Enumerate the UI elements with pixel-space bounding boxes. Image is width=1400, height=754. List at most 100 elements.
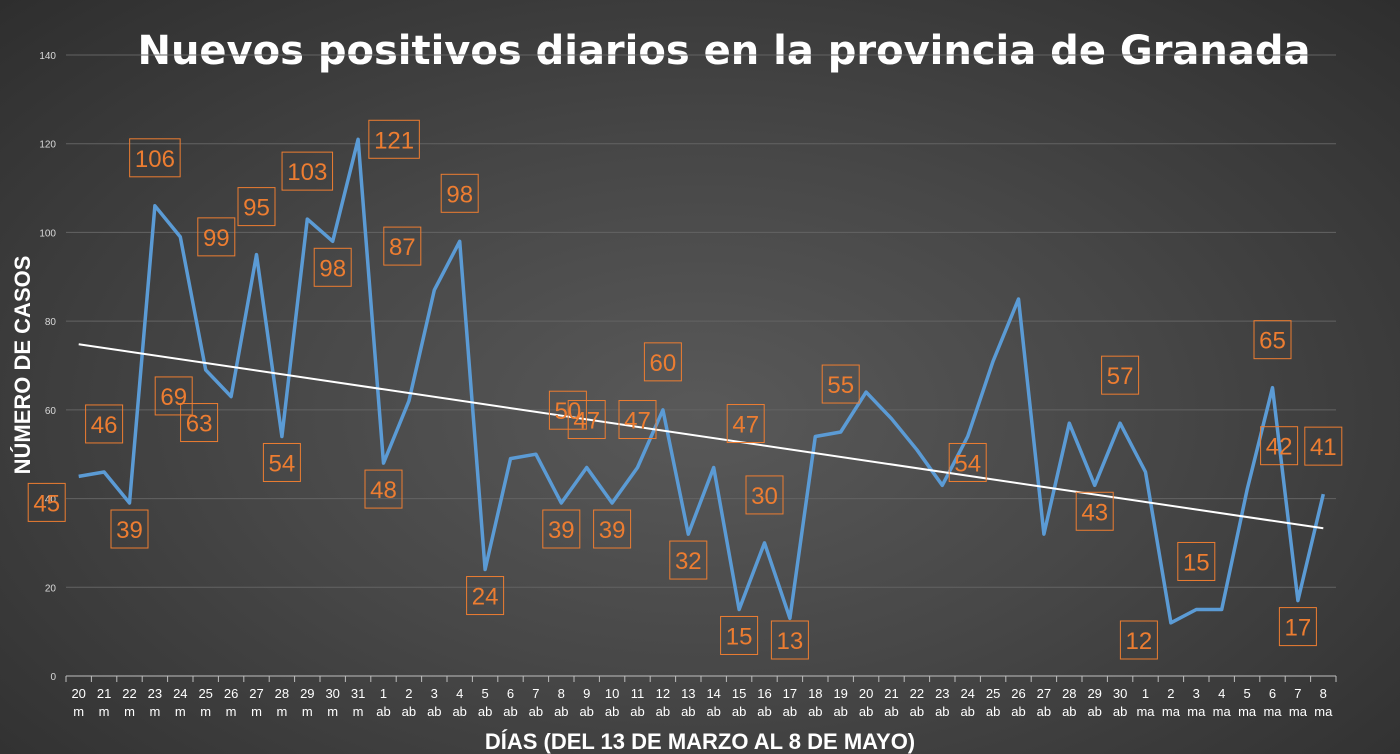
data-label-box [745, 475, 784, 515]
data-label-text: 55 [827, 372, 854, 399]
x-tick-month: ab [1037, 704, 1051, 719]
x-tick-month: ab [732, 704, 746, 719]
data-label-box [466, 576, 505, 616]
x-tick-day: 30 [1113, 686, 1127, 701]
data-label-box [154, 376, 193, 416]
x-tick-day: 30 [325, 686, 339, 701]
y-tick-label: 100 [39, 228, 56, 239]
x-tick-day: 26 [1011, 686, 1025, 701]
x-tick-day: 29 [1087, 686, 1101, 701]
x-tick-month: ab [935, 704, 949, 719]
x-tick-day: 21 [884, 686, 898, 701]
data-label-box [618, 400, 657, 440]
x-tick-month: m [251, 704, 262, 719]
data-label-text: 30 [751, 483, 778, 510]
data-label-text: 57 [1107, 363, 1134, 390]
data-label: 47 [726, 404, 765, 444]
x-tick-day: 25 [986, 686, 1000, 701]
data-label-text: 12 [1126, 628, 1153, 655]
x-tick-day: 24 [960, 686, 974, 701]
x-tick-day: 24 [173, 686, 187, 701]
data-label-text: 103 [287, 159, 327, 186]
x-tick-month: ab [529, 704, 543, 719]
data-label-text: 43 [1081, 499, 1108, 526]
x-tick-month: m [302, 704, 313, 719]
x-tick-day: 2 [405, 686, 412, 701]
x-tick-day: 18 [808, 686, 822, 701]
data-label-box [237, 187, 276, 227]
data-label-box [726, 404, 765, 444]
data-label-box [197, 217, 236, 257]
x-tick-month: ma [1136, 704, 1155, 719]
y-tick-label: 80 [45, 317, 57, 328]
x-tick-month: ab [859, 704, 873, 719]
x-tick-day: 5 [1243, 686, 1250, 701]
data-label: 13 [770, 620, 809, 660]
data-label-box [542, 509, 581, 549]
data-label-box [1260, 426, 1299, 466]
data-label: 87 [383, 226, 422, 266]
x-tick-day: 3 [431, 686, 438, 701]
y-tick-label: 140 [39, 51, 56, 62]
x-tick-day: 23 [935, 686, 949, 701]
series-line [78, 137, 1326, 625]
data-label-box [1177, 541, 1216, 581]
data-label: 39 [542, 509, 581, 549]
x-tick-month: ma [1263, 704, 1282, 719]
data-label-text: 60 [650, 350, 677, 377]
data-label: 47 [618, 400, 657, 440]
data-label-box [440, 173, 479, 213]
data-label-box [262, 442, 301, 482]
x-tick-month: ab [503, 704, 517, 719]
data-label-box [281, 151, 334, 191]
data-label-box [1278, 607, 1317, 647]
data-label: 95 [237, 187, 276, 227]
y-tick-label: 40 [45, 495, 57, 506]
x-tick-day: 12 [656, 686, 670, 701]
data-label: 46 [85, 404, 124, 444]
x-tick-day: 27 [1037, 686, 1051, 701]
y-axis-title: NÚMERO DE CASOS [10, 256, 35, 475]
x-tick-month: ab [554, 704, 568, 719]
data-label: 43 [1075, 491, 1114, 531]
x-tick-day: 28 [275, 686, 289, 701]
x-tick-day: 28 [1062, 686, 1076, 701]
x-tick-month: ab [402, 704, 416, 719]
x-tick-month: ab [1062, 704, 1076, 719]
gridlines [66, 54, 1336, 588]
x-tick-day: 17 [783, 686, 797, 701]
data-label: 55 [821, 364, 860, 404]
data-label-box [770, 620, 809, 660]
data-label: 54 [948, 442, 987, 482]
x-tick-day: 21 [97, 686, 111, 701]
data-label-text: 39 [548, 517, 575, 544]
data-label-text: 39 [599, 517, 626, 544]
data-label-text: 69 [160, 384, 187, 411]
data-label: 15 [720, 615, 759, 655]
data-label-text: 95 [243, 195, 270, 222]
x-tick-month: m [99, 704, 110, 719]
x-axis-title: DÍAS (DEL 13 DE MARZO AL 8 DE MAYO) [485, 729, 915, 754]
x-tick-month: ab [1011, 704, 1025, 719]
x-tick-month: ab [1087, 704, 1101, 719]
data-label-box [364, 469, 403, 509]
data-label: 47 [567, 400, 606, 440]
data-label: 98 [440, 173, 479, 213]
x-tick-month: ab [427, 704, 441, 719]
x-tick-month: ab [910, 704, 924, 719]
x-tick-month: m [327, 704, 338, 719]
data-label: 32 [669, 540, 708, 580]
data-label-text: 54 [269, 450, 296, 477]
data-label: 63 [180, 403, 219, 443]
chart-title: Nuevos positivos diarios en la provincia… [137, 28, 1310, 74]
x-tick-month: ab [808, 704, 822, 719]
y-tick-label: 60 [45, 406, 57, 417]
data-label-text: 13 [777, 628, 804, 655]
x-tick-month: m [353, 704, 364, 719]
data-label-box [180, 403, 219, 443]
x-tick-day: 14 [706, 686, 720, 701]
data-label: 60 [643, 342, 682, 382]
x-axis-ticks: 20m21m22m23m24m25m26m27m28m29m30m31m1ab2… [65, 676, 1337, 719]
x-tick-month: ab [656, 704, 670, 719]
data-label-text: 42 [1266, 434, 1293, 461]
